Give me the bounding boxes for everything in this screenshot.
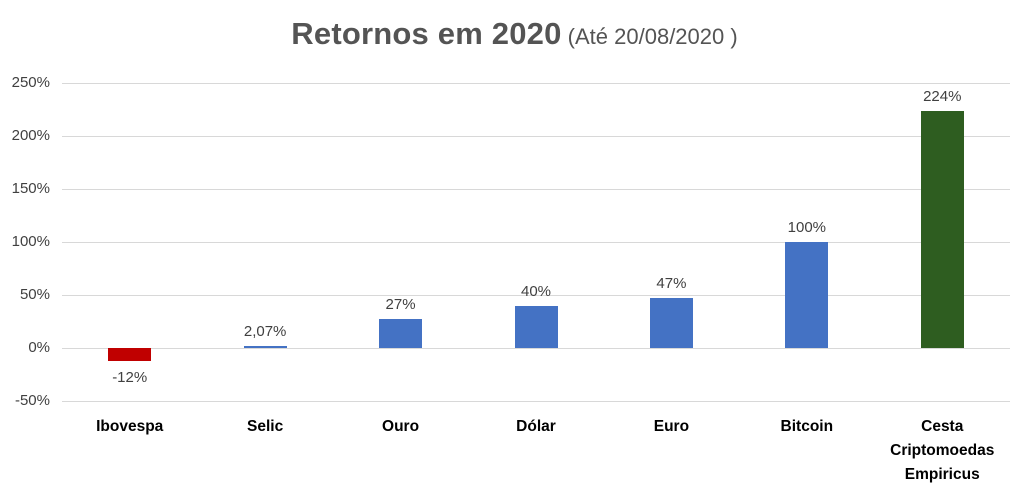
y-axis-tick-label: -50% — [14, 392, 50, 409]
y-axis-tick-label: 250% — [11, 74, 50, 91]
bar-value-label: 100% — [787, 219, 827, 236]
bar-d-lar — [514, 305, 558, 348]
x-axis-category-label: Bitcoin — [780, 418, 834, 435]
x-axis-category: Ibovespa — [62, 415, 197, 439]
gridline — [62, 189, 1010, 190]
x-axis-category-label: Cesta Criptomoedas Empiricus — [890, 418, 995, 483]
gridline — [62, 136, 1010, 137]
y-axis-tick-label: 0% — [28, 339, 50, 356]
bar-cesta-criptomoedas-empiricus — [920, 110, 964, 348]
x-axis-category-label: Euro — [653, 418, 690, 435]
bar-ouro — [379, 319, 423, 348]
bar-euro — [649, 298, 693, 348]
x-axis-category-label: Selic — [247, 418, 284, 435]
gridline — [62, 348, 1010, 349]
bar-selic — [243, 345, 287, 348]
y-axis-tick-label: 100% — [11, 233, 50, 250]
bar-value-label: 2,07% — [243, 322, 287, 340]
bar-value-label: 224% — [923, 87, 962, 105]
bar-value-label: 27% — [385, 296, 416, 314]
plot-area: -12% 2,07% 27% 40% 47% 100% 224% — [62, 83, 1010, 402]
y-axis-tick-label: 150% — [11, 180, 50, 197]
x-axis-category-label: Dólar — [516, 418, 556, 435]
x-axis-category: Ouro — [333, 415, 468, 439]
bar-value-label: 40% — [520, 282, 552, 300]
y-axis-tick-label: 200% — [11, 127, 50, 144]
chart-title-main: Retornos em 2020 — [291, 16, 562, 51]
gridline — [62, 401, 1010, 402]
x-axis-category-label: Ouro — [382, 418, 420, 435]
chart-title-suffix: (Até 20/08/2020 ) — [561, 24, 738, 49]
x-axis: Ibovespa Selic Ouro Dólar Euro Bitcoin Cesta C… — [62, 415, 1010, 487]
gridline — [62, 295, 1010, 296]
x-axis-category: Euro — [604, 415, 739, 439]
bar-value-label: -12% — [112, 368, 148, 386]
x-axis-category: Bitcoin — [739, 415, 874, 439]
bar-value-label: 47% — [656, 275, 687, 293]
gridline — [62, 242, 1010, 243]
y-axis-tick-label: 50% — [19, 286, 50, 303]
bar-bitcoin — [785, 242, 829, 348]
x-axis-category: Selic — [197, 415, 332, 439]
y-axis: 250% 200% 150% 100% 50% 0% -50% — [0, 74, 50, 409]
x-axis-category: Cesta Criptomoedas Empiricus — [875, 415, 1010, 487]
x-axis-category: Dólar — [468, 415, 603, 439]
bar-ibovespa — [108, 348, 152, 361]
x-axis-category-label: Ibovespa — [96, 418, 164, 435]
gridline — [62, 83, 1010, 84]
chart-title: Retornos em 2020 (Até 20/08/2020 ) — [0, 16, 1029, 52]
